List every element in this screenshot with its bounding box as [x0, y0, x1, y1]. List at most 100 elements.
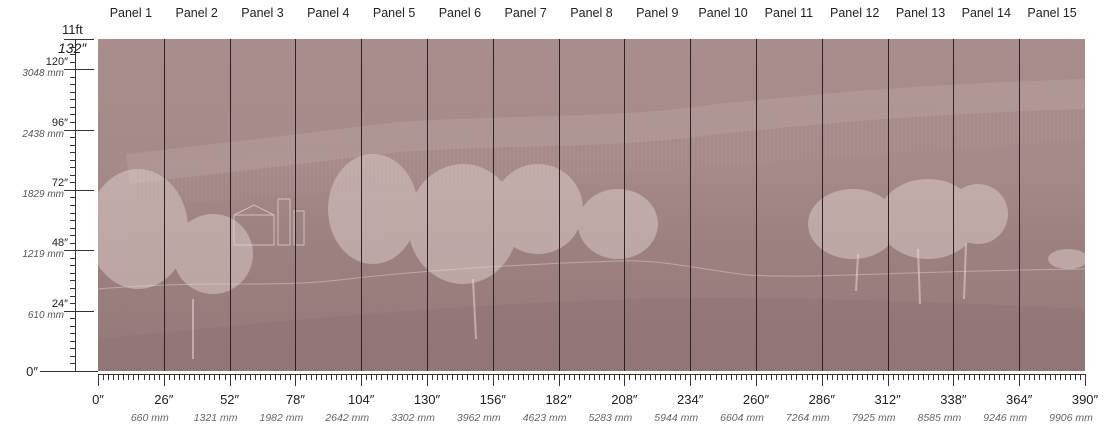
width-axis-tick: [655, 374, 656, 380]
height-axis-tick: [70, 318, 76, 319]
width-axis-tick: [761, 374, 762, 380]
height-axis-tick: [70, 258, 76, 259]
width-axis-mm-label: 7264 mm: [785, 412, 830, 424]
height-axis-tick: [64, 130, 94, 131]
height-axis-tick: [70, 280, 76, 281]
width-axis-tick: [300, 374, 301, 380]
height-axis-tick: [70, 205, 76, 206]
width-axis-tick: [614, 374, 615, 380]
width-axis-tick: [240, 374, 241, 380]
width-axis-tick: [498, 374, 499, 380]
width-axis-label: 182″: [545, 392, 572, 407]
width-axis-tick: [807, 374, 808, 380]
width-axis-tick: [1024, 374, 1025, 380]
width-axis-tick: [604, 374, 605, 380]
width-axis-tick: [736, 374, 737, 380]
width-axis-tick: [640, 374, 641, 380]
width-axis-tick: [290, 374, 291, 380]
width-axis-tick: [473, 374, 474, 380]
width-axis-mm-label: 660 mm: [130, 412, 169, 424]
width-axis-tick: [1050, 374, 1051, 380]
width-axis-tick: [670, 374, 671, 380]
panel-divider: [164, 39, 165, 371]
width-axis-tick: [270, 374, 271, 380]
width-axis-tick: [462, 374, 463, 380]
width-axis-tick: [538, 374, 539, 380]
width-axis-tick: [943, 374, 944, 380]
height-axis-tick: [64, 190, 94, 191]
width-axis-tick: [98, 374, 99, 386]
width-axis-tick: [559, 374, 560, 386]
width-axis-tick: [675, 374, 676, 380]
height-axis-tick: [64, 39, 94, 40]
width-axis-tick: [918, 374, 919, 380]
height-axis-baseline: [40, 371, 98, 372]
height-axis-tick: [70, 152, 76, 153]
width-axis-tick: [619, 374, 620, 380]
width-axis-tick: [245, 374, 246, 380]
height-axis-label: 48″: [51, 237, 68, 250]
width-axis-tick: [999, 374, 1000, 380]
width-axis-tick: [533, 374, 534, 380]
width-axis-tick: [908, 374, 909, 380]
width-axis-tick: [478, 374, 479, 380]
width-axis-tick: [235, 374, 236, 380]
width-axis-label: 312″: [874, 392, 901, 407]
width-axis-label: 260″: [742, 392, 770, 407]
width-axis-tick: [629, 374, 630, 380]
width-axis-tick: [1085, 374, 1086, 386]
width-axis-tick: [847, 374, 848, 380]
panel-divider: [756, 39, 757, 371]
width-axis-tick: [483, 374, 484, 380]
width-axis-tick: [726, 374, 727, 380]
width-axis-tick: [103, 374, 104, 380]
panel-label: Panel 15: [1027, 6, 1077, 20]
width-axis-tick: [867, 374, 868, 380]
height-axis-tick: [70, 160, 76, 161]
panel-label: Panel 2: [175, 6, 218, 20]
width-axis-mm-label: 5944 mm: [654, 412, 699, 424]
panel-divider: [1019, 39, 1020, 371]
width-axis-tick: [402, 374, 403, 380]
height-axis-tick: [64, 311, 94, 312]
width-axis-tick: [179, 374, 180, 380]
mural-artwork: [98, 39, 1085, 371]
width-axis-tick: [766, 374, 767, 380]
width-axis-tick: [594, 374, 595, 380]
height-axis-tick: [70, 296, 76, 297]
height-axis-tick: [64, 69, 94, 70]
width-axis-tick: [488, 374, 489, 380]
width-axis-tick: [994, 374, 995, 380]
width-axis-label: 286″: [808, 392, 835, 407]
width-axis-tick: [306, 374, 307, 380]
width-axis-tick: [584, 374, 585, 380]
width-axis-mm-label: 2642 mm: [325, 412, 370, 424]
width-axis-tick: [543, 374, 544, 380]
width-axis-tick: [417, 374, 418, 380]
panel-label: Panel 12: [830, 6, 880, 20]
width-axis-tick: [665, 374, 666, 380]
width-axis-tick: [295, 374, 296, 386]
width-axis-tick: [888, 374, 889, 386]
height-axis-tick: [70, 228, 76, 229]
width-axis-tick: [1065, 374, 1066, 380]
width-axis-tick: [1039, 374, 1040, 380]
width-axis-tick: [984, 374, 985, 380]
width-axis-tick: [523, 374, 524, 380]
width-axis-tick: [791, 374, 792, 380]
panel-divider: [888, 39, 889, 371]
height-axis-top-inches: 132″: [58, 40, 87, 56]
height-axis-tick: [70, 356, 76, 357]
width-axis-label: 78″: [285, 392, 305, 407]
width-axis-tick: [133, 374, 134, 380]
width-axis-tick: [518, 374, 519, 380]
panel-label: Panel 5: [372, 6, 416, 20]
width-axis-tick: [275, 374, 276, 380]
width-axis-label: 364″: [1006, 392, 1033, 407]
width-axis-mm-label: 6604 mm: [720, 412, 764, 424]
height-axis-tick: [70, 62, 76, 63]
height-axis-mm-label: 610 mm: [27, 309, 64, 321]
width-axis-tick: [381, 374, 382, 380]
width-axis-tick: [174, 374, 175, 380]
